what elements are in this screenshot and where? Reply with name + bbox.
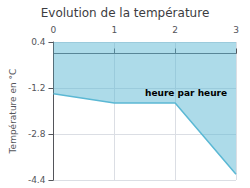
svg-text:2: 2 [172,25,178,35]
svg-text:0: 0 [51,25,57,35]
svg-text:Température en °C: Température en °C [8,69,18,155]
svg-text:Evolution de la température: Evolution de la température [41,6,210,20]
svg-text:-1.2: -1.2 [28,83,46,93]
svg-text:-4.4: -4.4 [28,175,46,185]
svg-text:1: 1 [111,25,117,35]
svg-text:-2.8: -2.8 [28,129,46,139]
svg-text:heure par heure: heure par heure [145,88,227,98]
svg-text:3: 3 [233,25,239,35]
svg-text:0.4: 0.4 [31,37,46,47]
